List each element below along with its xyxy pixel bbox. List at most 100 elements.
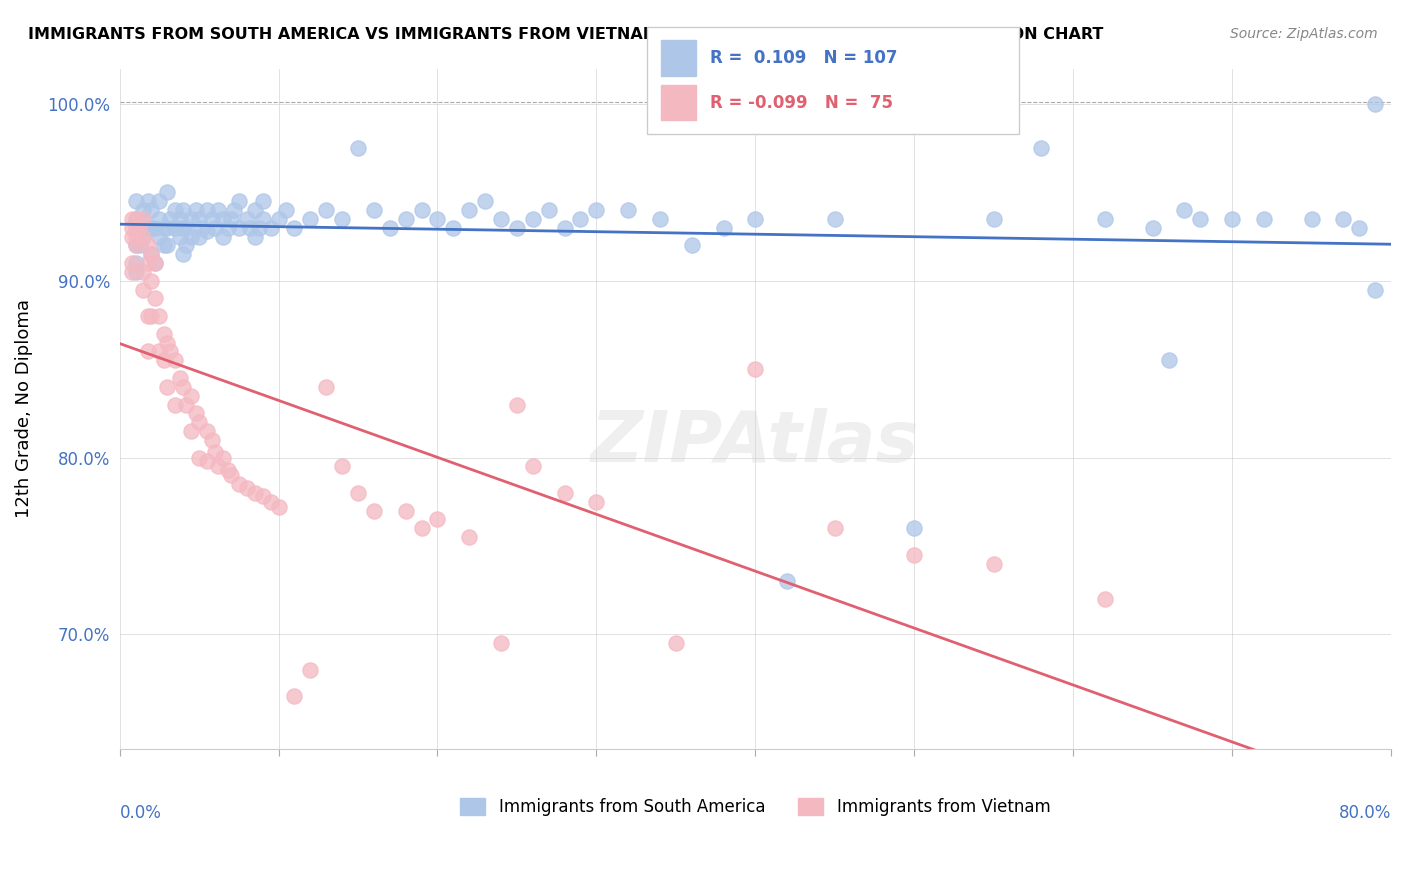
Text: IMMIGRANTS FROM SOUTH AMERICA VS IMMIGRANTS FROM VIETNAM 12TH GRADE, NO DIPLOMA : IMMIGRANTS FROM SOUTH AMERICA VS IMMIGRA… bbox=[28, 27, 1104, 42]
Point bbox=[153, 238, 176, 252]
Point bbox=[176, 220, 198, 235]
Point bbox=[124, 256, 146, 270]
Point bbox=[426, 512, 449, 526]
Point bbox=[330, 459, 353, 474]
Point bbox=[648, 211, 671, 226]
Point bbox=[124, 220, 146, 235]
Point bbox=[378, 220, 401, 235]
Point bbox=[195, 454, 218, 468]
Point bbox=[148, 211, 170, 226]
Text: Source: ZipAtlas.com: Source: ZipAtlas.com bbox=[1230, 27, 1378, 41]
Point bbox=[267, 211, 290, 226]
Point bbox=[585, 495, 607, 509]
Point bbox=[169, 371, 191, 385]
Point bbox=[744, 211, 766, 226]
Point bbox=[228, 194, 250, 209]
Point bbox=[207, 459, 229, 474]
Point bbox=[474, 194, 496, 209]
Point bbox=[219, 211, 242, 226]
Point bbox=[159, 211, 181, 226]
Point bbox=[1173, 202, 1195, 217]
Point bbox=[411, 202, 433, 217]
Point bbox=[283, 690, 305, 704]
Point bbox=[141, 247, 163, 261]
Point bbox=[136, 256, 159, 270]
Point bbox=[188, 415, 211, 429]
Point bbox=[1094, 211, 1116, 226]
Point bbox=[136, 309, 159, 323]
Point bbox=[201, 211, 224, 226]
Legend: Immigrants from South America, Immigrants from Vietnam: Immigrants from South America, Immigrant… bbox=[454, 791, 1057, 822]
Point bbox=[395, 503, 418, 517]
Point bbox=[132, 283, 155, 297]
Point bbox=[132, 229, 155, 244]
Point bbox=[228, 477, 250, 491]
Point bbox=[180, 424, 202, 438]
Point bbox=[219, 468, 242, 483]
Point bbox=[259, 495, 281, 509]
Point bbox=[156, 186, 179, 200]
Point bbox=[1348, 220, 1371, 235]
Point bbox=[665, 636, 688, 650]
Point bbox=[249, 220, 271, 235]
Point bbox=[141, 309, 163, 323]
Point bbox=[156, 335, 179, 350]
Point bbox=[983, 557, 1005, 571]
Point bbox=[141, 220, 163, 235]
Point bbox=[188, 229, 211, 244]
Point bbox=[569, 211, 592, 226]
Point bbox=[159, 344, 181, 359]
Point bbox=[165, 353, 187, 368]
Point bbox=[235, 481, 257, 495]
Point bbox=[903, 521, 925, 535]
Point bbox=[212, 450, 235, 465]
Point bbox=[172, 380, 194, 394]
Point bbox=[824, 521, 846, 535]
Text: 0.0%: 0.0% bbox=[120, 804, 162, 822]
Point bbox=[141, 202, 163, 217]
Point bbox=[252, 194, 274, 209]
Point bbox=[585, 202, 607, 217]
Point bbox=[169, 229, 191, 244]
Point bbox=[506, 220, 529, 235]
Point bbox=[121, 256, 143, 270]
Point bbox=[458, 530, 481, 544]
Point bbox=[136, 194, 159, 209]
Point bbox=[124, 238, 146, 252]
Point bbox=[1253, 211, 1275, 226]
Point bbox=[276, 202, 298, 217]
Y-axis label: 12th Grade, No Diploma: 12th Grade, No Diploma bbox=[15, 300, 32, 518]
Point bbox=[195, 424, 218, 438]
Point bbox=[228, 220, 250, 235]
Point bbox=[299, 211, 322, 226]
Point bbox=[1094, 592, 1116, 607]
Point bbox=[1364, 96, 1386, 111]
Point bbox=[121, 229, 143, 244]
Point bbox=[169, 211, 191, 226]
Point bbox=[267, 500, 290, 515]
Point bbox=[411, 521, 433, 535]
Point bbox=[1331, 211, 1354, 226]
Point bbox=[180, 211, 202, 226]
Point bbox=[148, 194, 170, 209]
Point bbox=[180, 389, 202, 403]
Point bbox=[207, 202, 229, 217]
Point bbox=[681, 238, 703, 252]
Point bbox=[156, 238, 179, 252]
Point bbox=[124, 194, 146, 209]
Point bbox=[713, 220, 735, 235]
Point bbox=[165, 202, 187, 217]
Point bbox=[132, 211, 155, 226]
Point bbox=[165, 398, 187, 412]
Point bbox=[124, 211, 146, 226]
Point bbox=[1157, 353, 1180, 368]
Point bbox=[201, 433, 224, 447]
Point bbox=[259, 220, 281, 235]
Point bbox=[148, 344, 170, 359]
Point bbox=[299, 663, 322, 677]
Point bbox=[188, 211, 211, 226]
Point bbox=[172, 247, 194, 261]
Point bbox=[363, 503, 385, 517]
Point bbox=[222, 202, 245, 217]
Point bbox=[458, 202, 481, 217]
